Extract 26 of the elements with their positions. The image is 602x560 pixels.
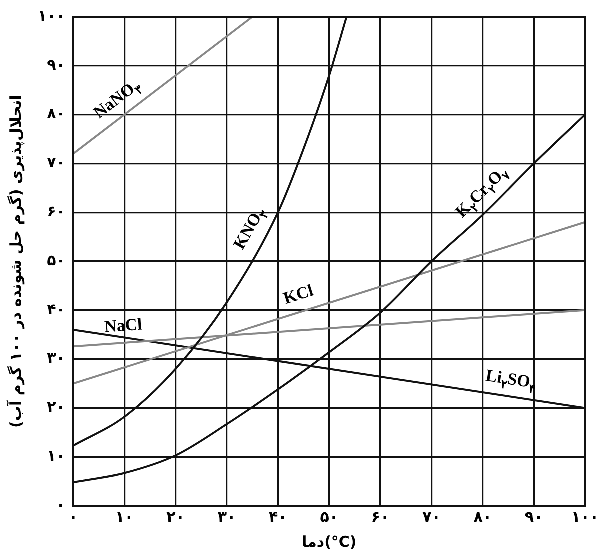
y-tick-label: ۱۰ [47, 446, 66, 465]
x-tick-label: ۴۰ [269, 508, 288, 526]
x-tick-label: ۱۰۰ [572, 508, 599, 526]
y-tick-label: ۱۰۰ [38, 6, 66, 25]
y-tick-label: ۸۰ [47, 104, 66, 123]
y-axis-title: انحلال‌پذیری (گرم حل شونده در ۱۰۰ گرم آب) [6, 95, 25, 428]
x-tick-label: ۱۰ [115, 508, 134, 526]
x-tick-label: ۵۰ [320, 508, 339, 526]
x-tick-label: ۷۰ [422, 508, 441, 526]
y-tick-label: ۶۰ [47, 202, 66, 220]
x-tick-label: ۲۰ [166, 508, 185, 526]
x-tick-label: ۹۰ [524, 508, 544, 526]
x-tick-label: ۳۰ [218, 508, 236, 526]
series-label: NaCl [104, 314, 144, 336]
y-tick-label: ۴۰ [47, 300, 66, 318]
x-axis-title: دما(°C) [302, 532, 357, 551]
x-tick-label: ۸۰ [474, 508, 492, 526]
y-tick-label: ۳۰ [47, 349, 66, 368]
y-tick-label: ۰ [56, 496, 66, 514]
text: KCl [281, 280, 316, 308]
x-tick-label: ۶۰ [371, 508, 390, 526]
y-tick-label: ۷۰ [47, 154, 66, 172]
y-tick-label: ۲۰ [47, 398, 66, 416]
y-tick-label: ۹۰ [47, 56, 66, 74]
y-tick-label: ۵۰ [47, 251, 66, 270]
x-tick-label: ۰ [68, 508, 78, 526]
